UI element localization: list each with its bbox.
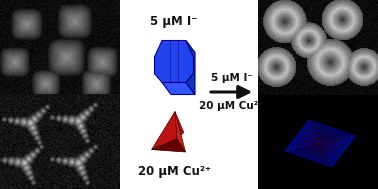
Polygon shape	[152, 139, 186, 152]
Polygon shape	[304, 132, 337, 154]
Polygon shape	[287, 121, 353, 166]
Polygon shape	[298, 129, 342, 158]
Polygon shape	[155, 40, 194, 83]
Text: 20 μM Cu²⁺: 20 μM Cu²⁺	[199, 101, 264, 111]
Polygon shape	[301, 130, 340, 156]
Polygon shape	[318, 142, 323, 145]
Text: 5 μM I⁻: 5 μM I⁻	[211, 73, 253, 83]
Text: 20 μM Cu²⁺: 20 μM Cu²⁺	[138, 164, 212, 177]
Polygon shape	[296, 127, 345, 160]
Text: 5 μM I⁻: 5 μM I⁻	[150, 15, 198, 28]
Polygon shape	[312, 138, 329, 149]
Polygon shape	[315, 140, 326, 147]
Polygon shape	[293, 125, 348, 162]
Polygon shape	[309, 136, 332, 151]
Polygon shape	[285, 119, 356, 167]
Polygon shape	[162, 83, 195, 94]
Polygon shape	[307, 134, 334, 153]
Bar	[258, 94, 378, 189]
Polygon shape	[175, 112, 184, 139]
Polygon shape	[186, 40, 195, 94]
Polygon shape	[290, 123, 351, 164]
Polygon shape	[152, 112, 177, 150]
Polygon shape	[175, 112, 186, 152]
